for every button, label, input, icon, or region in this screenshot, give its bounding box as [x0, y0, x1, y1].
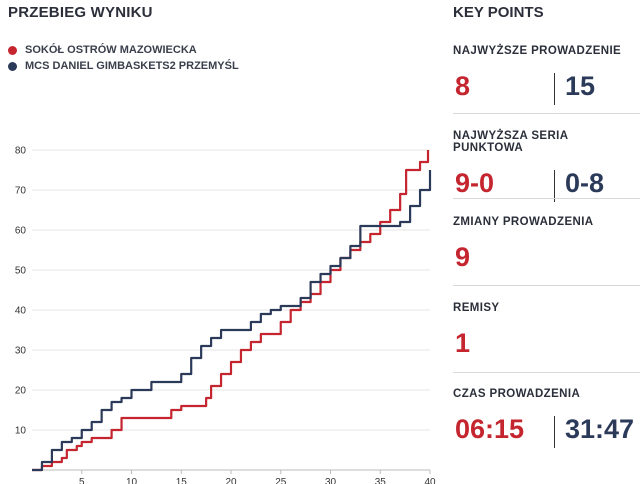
grid-layer [32, 149, 430, 431]
legend-label-home: SOKÓŁ OSTRÓW MAZOWIECKA [25, 44, 197, 56]
legend-item-away: MCS DANIEL GIMBASKETS2 PRZEMYŚL [8, 59, 239, 73]
chart-legend: SOKÓŁ OSTRÓW MAZOWIECKA MCS DANIEL GIMBA… [8, 43, 239, 75]
section-divider [453, 285, 640, 286]
score-progression-chart: 10 20 30 40 50 60 70 80 5 10 15 20 25 30 35 40 [15, 146, 436, 484]
section-biggest-run: NAJWYŻSZA SERIA PUNKTOWA 9-0 0-8 [453, 130, 640, 204]
key-points-title: KEY POINTS [453, 4, 544, 21]
y-tick-label: 20 [15, 386, 27, 397]
section-divider [453, 198, 640, 199]
section-ties: REMISY 1 [453, 302, 640, 364]
y-tick-label: 40 [15, 306, 27, 317]
section-label: CZAS PROWADZENIA [453, 388, 581, 400]
x-tick-label: 25 [275, 477, 287, 484]
section-label: ZMIANY PROWADZENIA [453, 216, 594, 228]
value-divider [554, 73, 555, 105]
section-biggest-lead: NAJWYŻSZE PROWADZENIE 8 15 [453, 45, 640, 107]
legend-dot-away [8, 61, 17, 71]
x-tick-label: 35 [375, 477, 387, 484]
section-time-leading: CZAS PROWADZENIA 06:15 31:47 [453, 388, 640, 450]
away-value: 0-8 [565, 168, 605, 198]
x-tick-label: 20 [225, 477, 237, 484]
home-value: 06:15 [455, 414, 525, 444]
y-tick-label: 80 [15, 146, 27, 157]
home-value: 9-0 [455, 168, 495, 198]
x-tick-label: 10 [126, 477, 138, 484]
section-label: NAJWYŻSZA SERIA PUNKTOWA [453, 130, 569, 154]
y-tick-label: 30 [15, 346, 27, 357]
away-value: 15 [565, 71, 596, 101]
x-tick-label: 30 [325, 477, 337, 484]
section-label: REMISY [453, 302, 500, 314]
home-value: 9 [455, 242, 471, 272]
left-title: PRZEBIEG WYNIKU [8, 4, 153, 21]
home-value: 8 [455, 71, 471, 101]
legend-dot-home [8, 45, 17, 55]
x-tick-label: 15 [176, 477, 188, 484]
y-tick-label: 10 [15, 426, 27, 437]
section-divider [453, 113, 640, 114]
y-tick-label: 50 [15, 266, 27, 277]
section-lead-changes: ZMIANY PROWADZENIA 9 [453, 216, 640, 278]
axis-layer: 10 20 30 40 50 60 70 80 5 10 15 20 25 30 35 40 [15, 146, 436, 484]
legend-item-home: SOKÓŁ OSTRÓW MAZOWIECKA [8, 43, 239, 57]
x-tick-label: 5 [79, 477, 85, 484]
series-layer [32, 150, 432, 472]
away-value: 31:47 [565, 414, 635, 444]
legend-label-away: MCS DANIEL GIMBASKETS2 PRZEMYŚL [25, 60, 239, 72]
y-tick-label: 70 [15, 186, 27, 197]
value-divider [554, 170, 555, 202]
series-line-home [32, 150, 430, 472]
home-value: 1 [455, 328, 471, 358]
section-divider [453, 372, 640, 373]
series-line-away [32, 170, 432, 472]
section-label: NAJWYŻSZE PROWADZENIE [453, 45, 622, 57]
x-tick-label: 40 [424, 477, 436, 484]
y-tick-label: 60 [15, 226, 27, 237]
value-divider [554, 416, 555, 448]
